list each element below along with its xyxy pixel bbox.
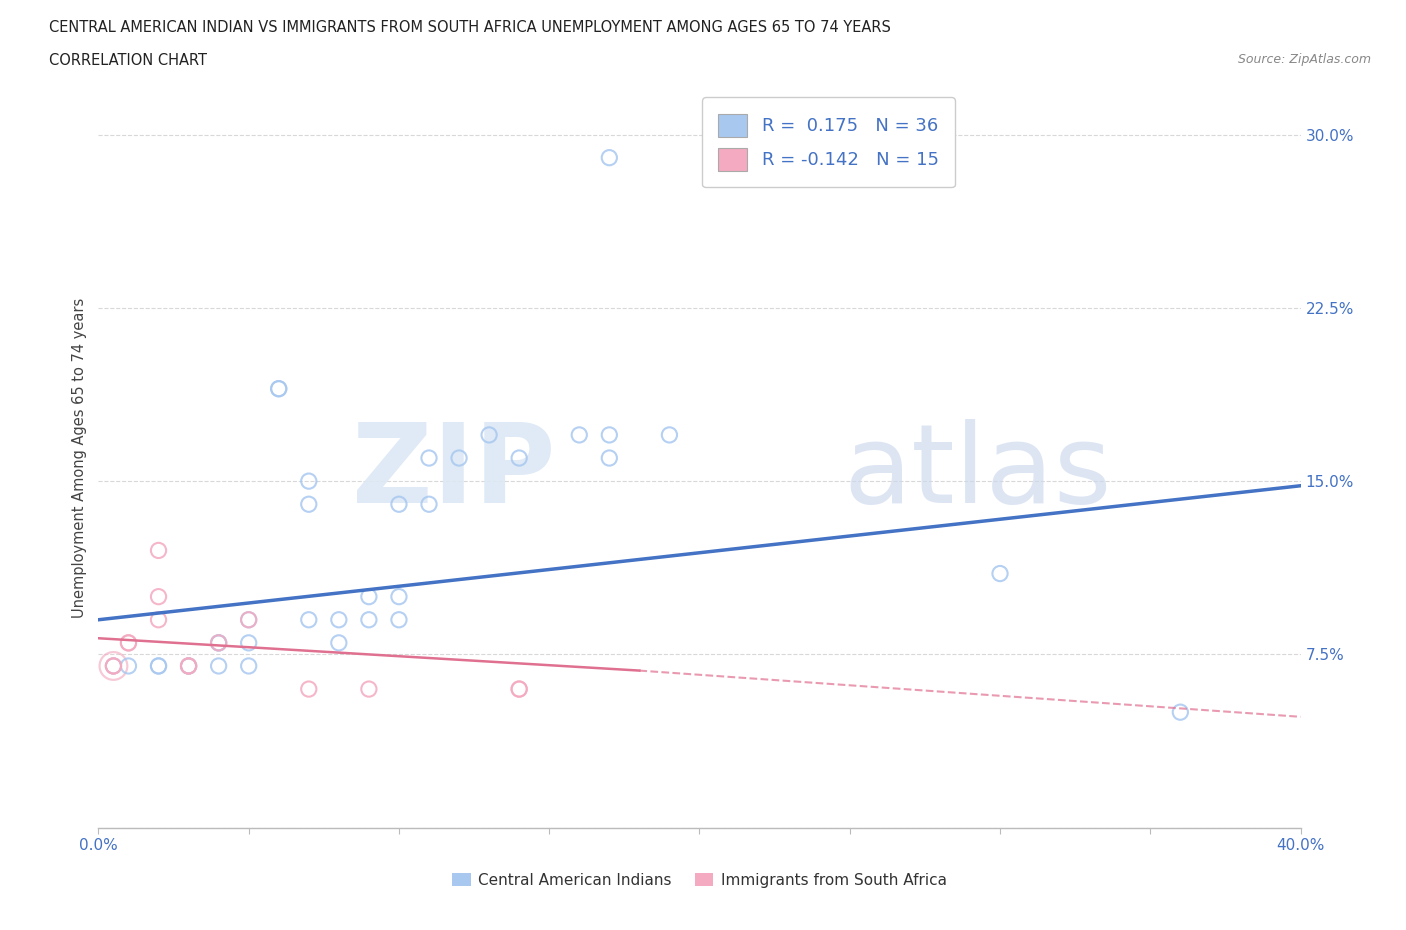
Point — [1170, 705, 1192, 720]
Point — [208, 635, 231, 650]
Point — [298, 612, 321, 627]
Point — [148, 658, 170, 673]
Point — [658, 428, 681, 443]
Point — [298, 473, 321, 488]
Point — [598, 451, 620, 466]
Point — [117, 635, 139, 650]
Point — [208, 658, 231, 673]
Point — [177, 658, 200, 673]
Point — [148, 658, 170, 673]
Point — [508, 682, 530, 697]
Point — [267, 381, 290, 396]
Point — [208, 635, 231, 650]
Point — [177, 658, 200, 673]
Point — [478, 428, 501, 443]
Point — [388, 497, 411, 512]
Point — [298, 682, 321, 697]
Point — [148, 543, 170, 558]
Point — [508, 682, 530, 697]
Point — [357, 612, 380, 627]
Point — [148, 590, 170, 604]
Point — [388, 590, 411, 604]
Point — [568, 428, 591, 443]
Point — [208, 635, 231, 650]
Point — [238, 612, 260, 627]
Y-axis label: Unemployment Among Ages 65 to 74 years: Unemployment Among Ages 65 to 74 years — [72, 298, 87, 618]
Point — [148, 612, 170, 627]
Point — [103, 658, 125, 673]
Point — [598, 151, 620, 166]
Point — [117, 635, 139, 650]
Text: ZIP: ZIP — [352, 419, 555, 526]
Point — [238, 658, 260, 673]
Point — [177, 658, 200, 673]
Point — [103, 658, 125, 673]
Point — [328, 635, 350, 650]
Point — [447, 451, 470, 466]
Point — [388, 612, 411, 627]
Point — [103, 658, 125, 673]
Text: atlas: atlas — [844, 419, 1112, 526]
Point — [357, 590, 380, 604]
Point — [418, 497, 440, 512]
Point — [238, 635, 260, 650]
Point — [988, 566, 1011, 581]
Text: CORRELATION CHART: CORRELATION CHART — [49, 53, 207, 68]
Text: CENTRAL AMERICAN INDIAN VS IMMIGRANTS FROM SOUTH AFRICA UNEMPLOYMENT AMONG AGES : CENTRAL AMERICAN INDIAN VS IMMIGRANTS FR… — [49, 20, 891, 35]
Point — [103, 658, 125, 673]
Point — [508, 451, 530, 466]
Point — [298, 497, 321, 512]
Point — [117, 658, 139, 673]
Legend: Central American Indians, Immigrants from South Africa: Central American Indians, Immigrants fro… — [446, 867, 953, 894]
Point — [598, 428, 620, 443]
Point — [357, 682, 380, 697]
Text: Source: ZipAtlas.com: Source: ZipAtlas.com — [1237, 53, 1371, 66]
Point — [418, 451, 440, 466]
Point — [238, 612, 260, 627]
Point — [103, 658, 125, 673]
Point — [267, 381, 290, 396]
Point — [328, 612, 350, 627]
Point — [177, 658, 200, 673]
